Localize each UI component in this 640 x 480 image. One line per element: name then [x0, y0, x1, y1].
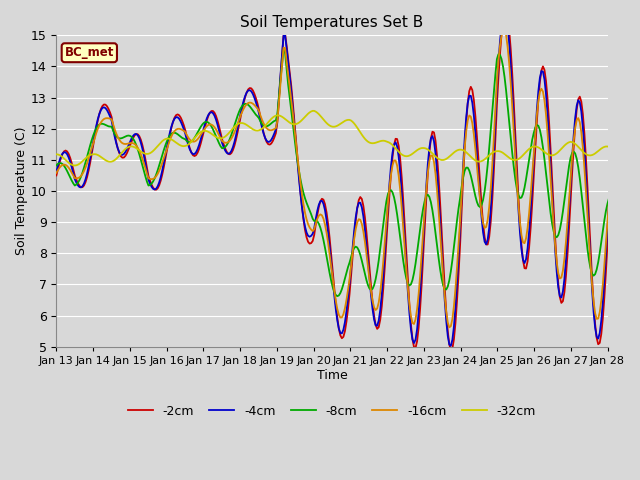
- Title: Soil Temperatures Set B: Soil Temperatures Set B: [240, 15, 424, 30]
- Y-axis label: Soil Temperature (C): Soil Temperature (C): [15, 127, 28, 255]
- Legend: -2cm, -4cm, -8cm, -16cm, -32cm: -2cm, -4cm, -8cm, -16cm, -32cm: [123, 400, 541, 423]
- X-axis label: Time: Time: [317, 369, 348, 382]
- Text: BC_met: BC_met: [65, 46, 114, 59]
